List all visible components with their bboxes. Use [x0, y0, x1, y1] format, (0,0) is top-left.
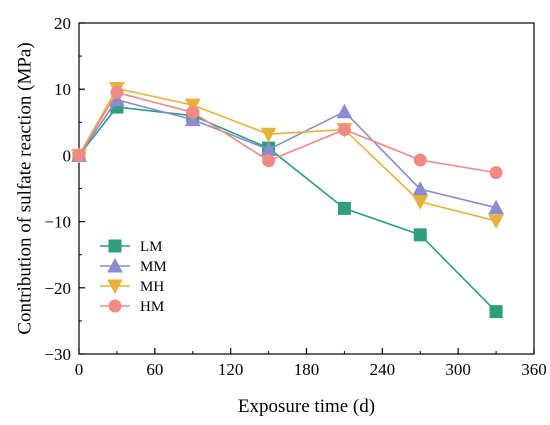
data-point-mm [184, 111, 201, 127]
y-tick-label: −20 [44, 279, 71, 298]
data-point-mm [488, 199, 504, 215]
x-tick-label: 240 [370, 360, 396, 379]
legend-label-mm: MM [140, 259, 167, 275]
y-axis-title: Contribution of sulfate reaction (MPa) [15, 42, 36, 334]
series-hm [72, 86, 503, 180]
x-tick-label: 0 [75, 360, 84, 379]
legend-marker-mh [107, 279, 123, 295]
data-point-hm [489, 166, 503, 180]
legend-marker-hm [108, 299, 122, 313]
data-point-hm [72, 148, 86, 162]
legend-label-mh: MH [140, 279, 164, 295]
data-point-mh [412, 195, 429, 210]
data-point-hm [337, 123, 351, 137]
y-tick-label: −30 [44, 345, 71, 364]
data-point-mm [336, 103, 353, 119]
series-line-mh [78, 87, 497, 222]
data-point-hm [186, 105, 200, 119]
x-tick-label: 360 [521, 360, 547, 379]
x-tick-label: 60 [146, 360, 163, 379]
data-point-lm [337, 201, 351, 215]
series-layer [71, 82, 504, 319]
y-tick-label: 0 [63, 146, 72, 165]
data-point-hm [110, 86, 124, 100]
data-point-lm [413, 228, 427, 242]
x-tick-label: 300 [445, 360, 471, 379]
data-point-lm [489, 305, 503, 319]
x-axis-ticks: 0 60 120 180 240 300 360 [75, 348, 547, 379]
data-point-hm [413, 153, 427, 167]
x-tick-label: 180 [294, 360, 320, 379]
x-tick-label: 120 [218, 360, 244, 379]
y-tick-label: −10 [44, 213, 71, 232]
legend-marker-lm [108, 239, 122, 253]
legend-label-lm: LM [140, 239, 163, 255]
y-tick-label: 10 [54, 80, 71, 99]
data-point-mh [184, 98, 201, 114]
y-axis-ticks: −30 −20 −10 0 10 20 [44, 14, 85, 364]
legend: LM MM MH HM [100, 239, 167, 315]
x-axis-title: Exposure time (d) [238, 396, 375, 417]
data-point-mh [488, 214, 504, 229]
y-tick-label: 20 [54, 14, 71, 33]
data-point-mm [412, 181, 429, 196]
data-point-hm [262, 154, 276, 168]
legend-marker-mm [107, 257, 123, 273]
legend-label-hm: HM [140, 299, 164, 315]
data-point-mh [260, 127, 277, 143]
